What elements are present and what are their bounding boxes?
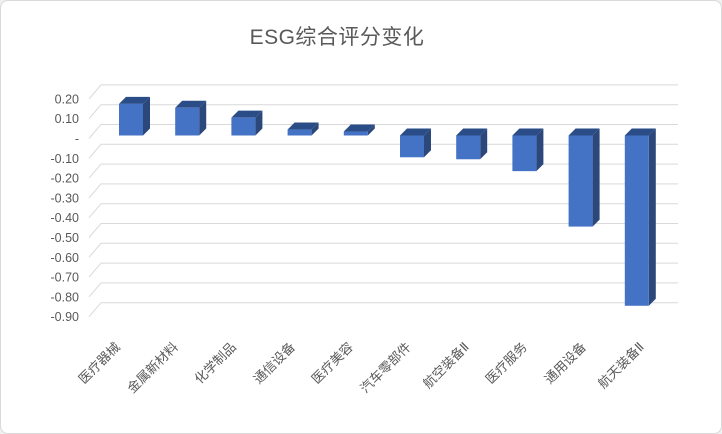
gridline xyxy=(88,104,678,120)
bar-3 xyxy=(287,129,312,136)
bar-top-7 xyxy=(512,128,544,136)
bar-5 xyxy=(400,135,424,158)
gridline xyxy=(88,282,678,298)
bar-2 xyxy=(231,117,256,136)
bar-top-3 xyxy=(287,122,319,130)
bar-4 xyxy=(343,131,368,136)
y-axis-tick-label: 0.10 xyxy=(55,112,79,126)
bar-0 xyxy=(119,103,143,136)
gridline xyxy=(88,223,678,238)
bar-top-0 xyxy=(119,96,150,104)
y-axis-tick-label: -0.10 xyxy=(51,152,80,166)
gridline xyxy=(88,163,678,179)
bar-9 xyxy=(624,135,649,306)
gridline xyxy=(88,183,678,199)
y-axis-tick-label: -0.30 xyxy=(51,191,80,205)
bar-side-8 xyxy=(592,128,600,227)
bar-side-5 xyxy=(424,128,431,158)
bar-side-2 xyxy=(255,110,263,136)
gridline xyxy=(88,262,678,278)
bar-side-3 xyxy=(311,122,319,136)
bar-top-5 xyxy=(400,128,431,136)
bar-top-4 xyxy=(343,124,375,132)
y-axis-tick-label: -0.70 xyxy=(51,271,80,285)
y-axis-tick-label: -0.40 xyxy=(51,211,80,225)
bar-8 xyxy=(568,135,593,227)
bar-top-2 xyxy=(231,110,263,118)
bar-6 xyxy=(456,135,481,160)
y-axis-tick-label: -0.60 xyxy=(51,251,80,265)
gridline xyxy=(88,124,678,139)
y-axis-tick-label: -0.20 xyxy=(51,172,80,186)
bar-side-0 xyxy=(143,96,150,136)
bar-side-6 xyxy=(480,128,488,160)
chart-title: ESG综合评分变化 xyxy=(249,26,425,49)
bar-top-9 xyxy=(624,128,656,136)
bar-side-4 xyxy=(367,124,375,136)
bar-side-9 xyxy=(648,128,656,306)
gridline xyxy=(88,302,678,318)
bar-1 xyxy=(175,107,200,136)
bar-7 xyxy=(512,135,537,172)
gridline xyxy=(88,242,678,258)
bar-top-1 xyxy=(175,100,207,108)
bar-top-6 xyxy=(456,128,488,136)
bar-side-1 xyxy=(199,100,207,136)
y-axis-tick-label: -0.50 xyxy=(51,231,80,245)
y-axis-tick-label: -0.80 xyxy=(51,290,80,304)
y-axis-tick-label: - xyxy=(75,132,79,146)
bar-side-7 xyxy=(536,128,544,172)
bar-top-8 xyxy=(568,128,600,136)
y-axis-tick-label: -0.90 xyxy=(51,310,80,324)
gridline xyxy=(88,84,678,100)
gridline xyxy=(88,203,678,219)
y-axis-tick-label: 0.20 xyxy=(55,92,79,106)
